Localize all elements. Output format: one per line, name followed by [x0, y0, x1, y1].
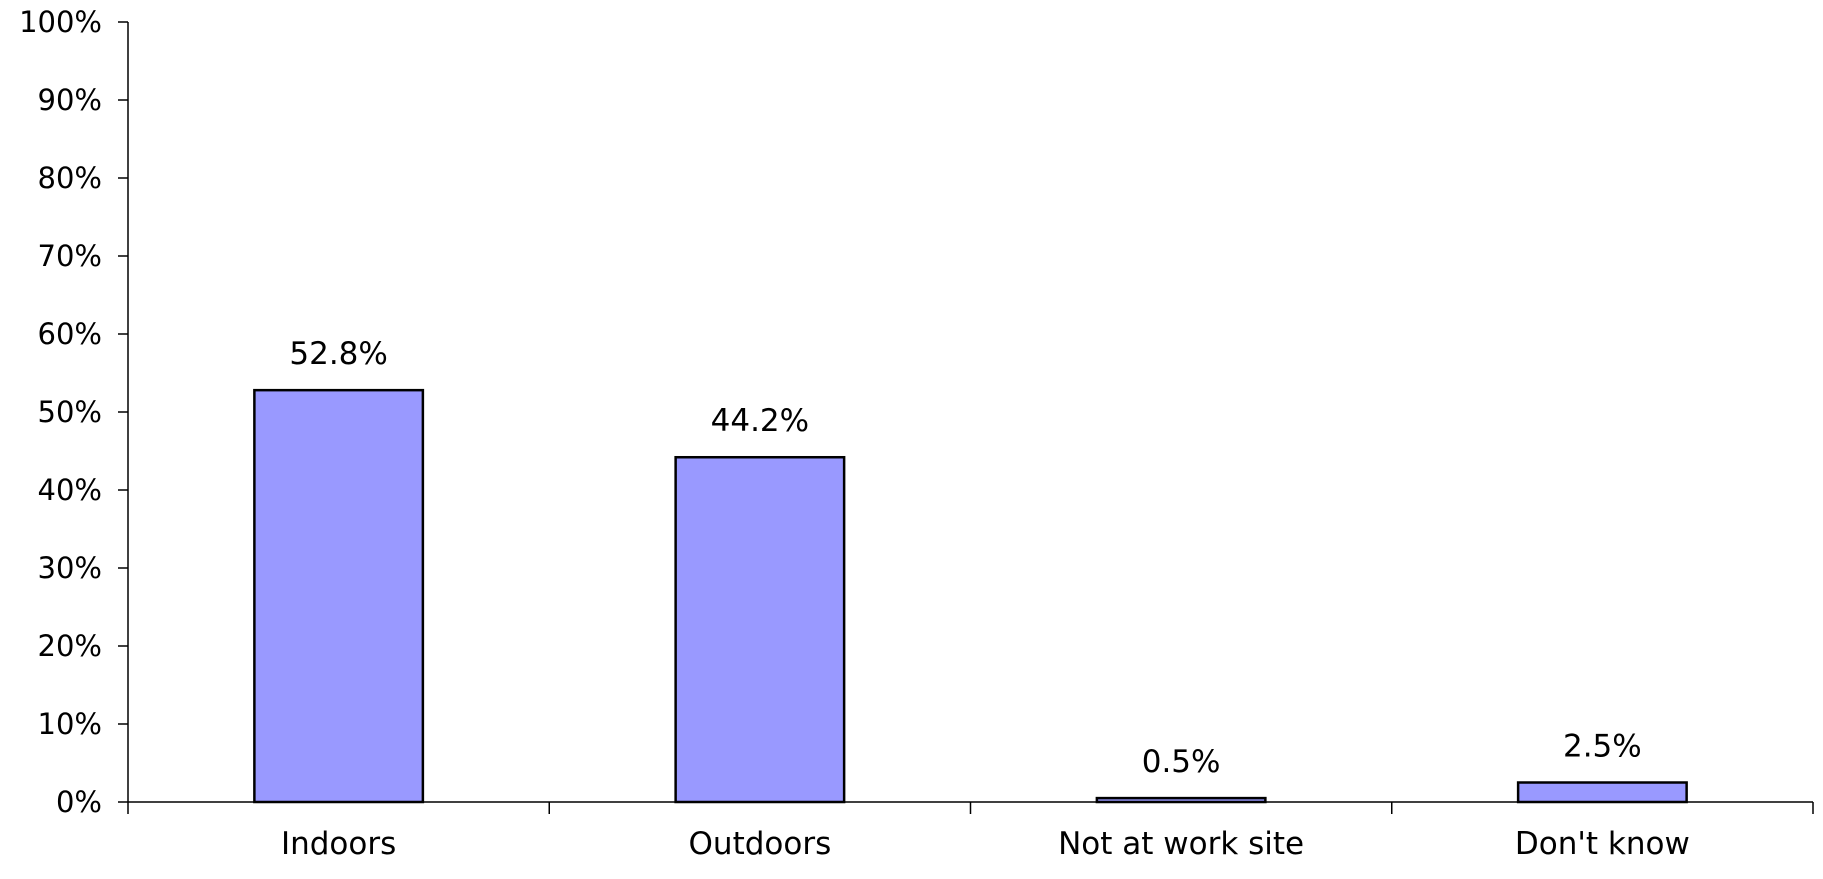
bars [253, 388, 1688, 804]
bar [1095, 796, 1267, 804]
y-tick-label: 20% [38, 629, 102, 663]
y-tick-label: 30% [38, 551, 102, 585]
data-label: 44.2% [711, 403, 809, 439]
y-tick-label: 90% [38, 83, 102, 117]
y-tick-label: 70% [38, 239, 102, 273]
data-label: 52.8% [289, 336, 387, 372]
y-tick-label: 50% [38, 395, 102, 429]
y-axis: 0% 10% 20% 30% 40% 50% 60% 70% 80% 90% 100% [19, 5, 129, 819]
y-tick-label: 80% [38, 161, 102, 195]
bar [674, 455, 846, 804]
y-tick-label: 60% [38, 317, 102, 351]
y-tick-label: 100% [19, 5, 102, 39]
x-category-label: Indoors [281, 826, 396, 862]
data-label: 0.5% [1142, 744, 1221, 780]
y-tick-label: 10% [38, 707, 102, 741]
x-category-label: Not at work site [1058, 826, 1304, 862]
data-labels: 52.8% 44.2% 0.5% 2.5% [289, 336, 1641, 780]
y-tick-label: 40% [38, 473, 102, 507]
x-axis: Indoors Outdoors Not at work site Don't kno… [127, 801, 1814, 862]
x-category-label: Outdoors [689, 826, 832, 862]
bar [1516, 781, 1688, 804]
bar [253, 388, 425, 804]
x-category-label: Don't know [1515, 826, 1690, 862]
y-tick-label: 0% [56, 785, 102, 819]
data-label: 2.5% [1563, 729, 1642, 765]
